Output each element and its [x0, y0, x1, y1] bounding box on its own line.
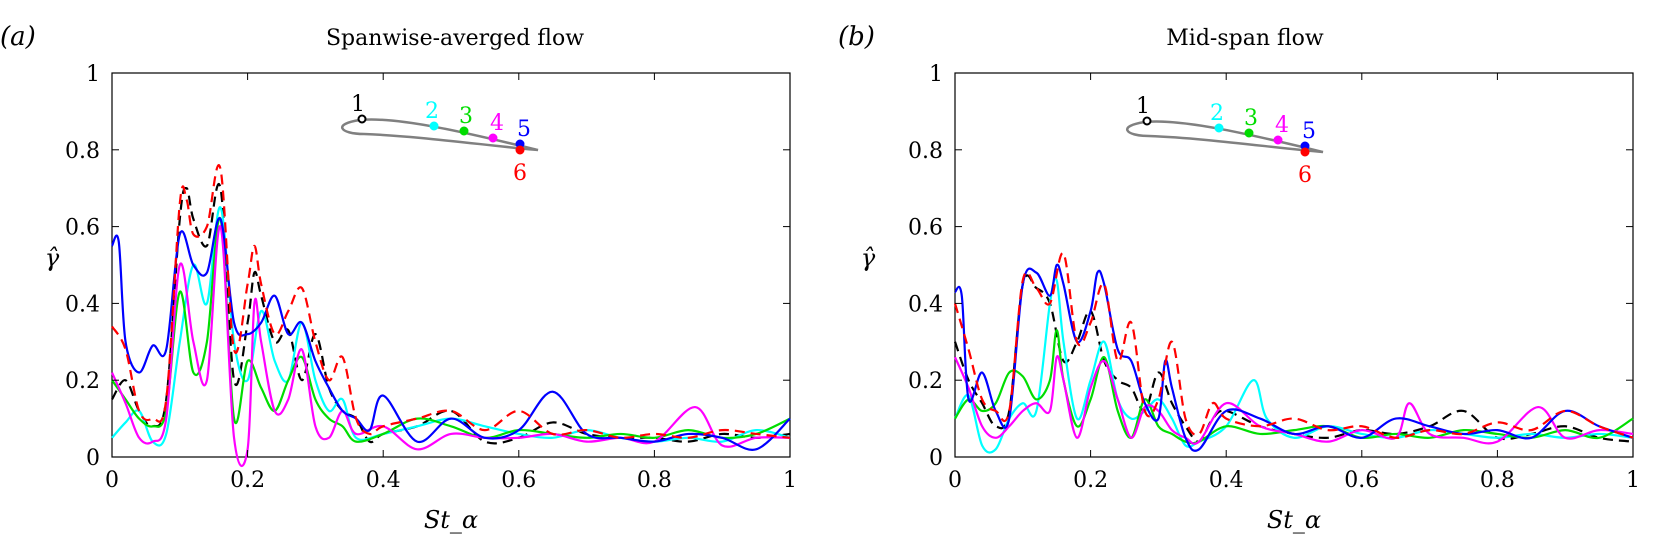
panel-title-b: Mid-span flow: [1166, 26, 1324, 51]
x-tick-label: 0.2: [1073, 468, 1108, 493]
ylabel-text-b: γ̂: [861, 244, 876, 272]
probe-label-3: 3: [459, 104, 473, 129]
probe-marker-3: [1244, 128, 1254, 138]
y-tick-label: 0.4: [908, 292, 943, 317]
series-line-5: [111, 217, 791, 451]
ticks-layer-b: 0 0.2 0.4 0.6 0.8 1 0 0.2 0.4 0.6 0.8 1: [908, 62, 1640, 493]
probe-label-1: 1: [351, 92, 365, 117]
series-line-1: [111, 183, 791, 445]
x-tick-label: 0: [105, 468, 119, 493]
y-tick-label: 1: [86, 62, 100, 87]
panel-label-b: (b): [838, 22, 875, 52]
xlabel-b: St_α: [1267, 506, 1321, 534]
probe-marker-1: [1142, 116, 1152, 126]
y-tick-label: 0.2: [65, 369, 100, 394]
x-tick-label: 0: [948, 468, 962, 493]
panel-a: (a) Spanwise-averged flow 0 0.2 0.4 0.6 0.8 1…: [0, 22, 797, 534]
airfoil-outline: [1125, 120, 1324, 154]
series-line-4: [110, 225, 791, 468]
probe-label-2: 2: [1210, 101, 1224, 126]
ticks-layer-a: 0 0.2 0.4 0.6 0.8 1 0 0.2 0.4 0.6 0.8 1: [65, 62, 797, 493]
x-tick-label: 0.6: [1344, 468, 1379, 493]
probe-marker-3: [459, 126, 469, 136]
x-tick-label: 1: [783, 468, 797, 493]
probe-label-6: 6: [1298, 163, 1312, 188]
y-tick-label: 0: [929, 446, 943, 471]
probe-marker-4: [1273, 135, 1283, 145]
probe-label-4: 4: [490, 111, 504, 136]
series-line-6: [111, 164, 791, 439]
y-tick-label: 0.6: [908, 216, 943, 241]
ylabel-b: γ̂: [861, 244, 876, 272]
y-tick-label: 0.8: [908, 139, 943, 164]
y-tick-label: 0.6: [65, 216, 100, 241]
probe-label-5: 5: [1302, 119, 1316, 144]
probe-label-3: 3: [1244, 106, 1258, 131]
xlabel-text-a: St_α: [424, 506, 478, 534]
x-tick-label: 0.8: [637, 468, 672, 493]
probe-label-6: 6: [513, 161, 527, 186]
x-tick-label: 0.8: [1480, 468, 1515, 493]
probe-label-2: 2: [425, 99, 439, 124]
series-layer-b: [953, 252, 1634, 454]
series-line-2: [954, 277, 1634, 454]
x-tick-label: 1: [1626, 468, 1640, 493]
x-tick-label: 0.4: [366, 468, 401, 493]
probe-marker-4: [488, 133, 498, 143]
y-tick-label: 0.2: [908, 369, 943, 394]
ylabel-text-a: γ̂: [45, 244, 60, 272]
xlabel-a: St_α: [424, 506, 478, 534]
x-tick-label: 0.2: [230, 468, 265, 493]
probe-marker-2: [429, 121, 439, 131]
probe-marker-6: [515, 145, 525, 155]
y-tick-label: 0: [86, 446, 100, 471]
x-tick-label: 0.4: [1209, 468, 1244, 493]
series-line-3: [954, 329, 1634, 445]
plot-frame-b: [954, 72, 1634, 458]
probe-label-1: 1: [1136, 94, 1150, 119]
probe-marker-2: [1214, 123, 1224, 133]
plot-frame-a: [111, 72, 791, 458]
y-tick-label: 1: [929, 62, 943, 87]
x-tick-label: 0.6: [501, 468, 536, 493]
airfoil-inset-a: 1 2 3 4 5 6: [340, 92, 539, 186]
xlabel-text-b: St_α: [1267, 506, 1321, 534]
y-tick-label: 0.8: [65, 139, 100, 164]
airfoil-outline: [340, 118, 539, 152]
airfoil-inset-b: 1 2 3 4 5 6: [1125, 94, 1324, 188]
y-tick-label: 0.4: [65, 292, 100, 317]
series-layer-a: [110, 164, 791, 468]
ylabel-a: γ̂: [45, 244, 60, 272]
panel-title-a: Spanwise-averged flow: [326, 26, 584, 51]
series-line-4: [953, 355, 1634, 445]
probe-label-5: 5: [517, 117, 531, 142]
panel-b: (b) Mid-span flow 0 0.2 0.4 0.6 0.8 100.20.40…: [838, 22, 1640, 534]
series-line-6: [953, 252, 1634, 439]
probe-marker-6: [1300, 147, 1310, 157]
panel-label-a: (a): [0, 22, 36, 52]
probe-label-4: 4: [1275, 113, 1289, 138]
probe-marker-1: [357, 114, 367, 124]
